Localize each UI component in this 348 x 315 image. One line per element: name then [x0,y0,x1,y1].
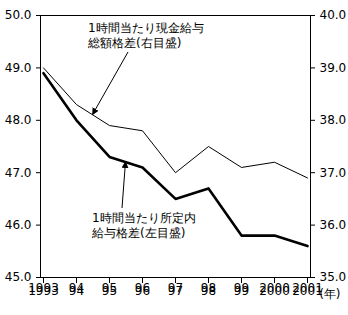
svg-text:96: 96 [135,284,150,298]
svg-text:1993: 1993 [28,284,59,298]
svg-text:97: 97 [168,284,183,298]
svg-text:38.0: 38.0 [320,113,347,127]
svg-text:95: 95 [102,284,117,298]
svg-text:48.0: 48.0 [5,113,32,127]
svg-text:36.0: 36.0 [320,218,347,232]
svg-text:2001: 2001 [292,284,323,298]
svg-text:98: 98 [201,284,216,298]
svg-text:49.0: 49.0 [5,61,32,75]
svg-text:47.0: 47.0 [5,166,32,180]
svg-text:99: 99 [234,284,249,298]
svg-text:(年): (年) [319,286,341,301]
svg-text:2000: 2000 [259,284,290,298]
svg-text:1時間当たり所定内給与格差(左目盛): 1時間当たり所定内給与格差(左目盛) [91,211,196,240]
svg-text:39.0: 39.0 [320,61,347,75]
svg-text:40.0: 40.0 [320,8,347,22]
svg-text:45.0: 45.0 [5,270,32,284]
svg-text:35.0: 35.0 [320,270,347,284]
svg-text:94: 94 [69,284,84,298]
svg-text:37.0: 37.0 [320,166,347,180]
svg-text:1時間当たり現金給与総額格差(右目盛): 1時間当たり現金給与総額格差(右目盛) [87,21,204,50]
svg-text:46.0: 46.0 [5,218,32,232]
svg-text:50.0: 50.0 [5,8,32,22]
